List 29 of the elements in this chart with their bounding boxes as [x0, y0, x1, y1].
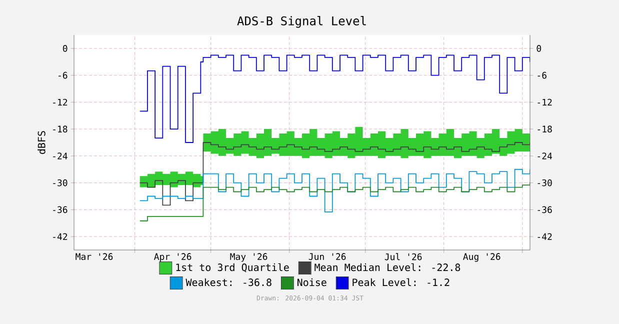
- y-tick-label: -30: [53, 179, 68, 186]
- y2-tick-label: -18: [538, 126, 552, 132]
- y2-tick-label: -42: [538, 233, 552, 240]
- y-tick-label: -12: [53, 98, 68, 106]
- y-tick-label: -6: [58, 72, 68, 79]
- y-axis-title: dBFS: [38, 131, 46, 154]
- chart-title: ADS-B Signal Level: [237, 16, 366, 28]
- y-tick-label: 0: [62, 45, 68, 52]
- legend-label: Mean Median Level: -22.8: [314, 263, 460, 272]
- x-tick-label: Jul '26: [384, 253, 422, 260]
- y2-tick-label: -12: [538, 98, 552, 106]
- x-tick-label: May '26: [230, 253, 268, 262]
- x-tick-label: Aug '26: [463, 253, 500, 262]
- legend-label: Weakest: -36.8: [186, 278, 272, 286]
- x-tick-label: Apr '26: [154, 253, 192, 262]
- y-tick-label: -42: [53, 233, 68, 240]
- y2-tick-label: -24: [538, 152, 552, 160]
- y-tick-label: -18: [53, 126, 68, 132]
- y2-tick-label: -30: [538, 179, 552, 186]
- y-tick-label: -24: [53, 152, 68, 160]
- legend-label: Noise: [298, 278, 326, 286]
- x-tick-label: Mar '26: [76, 253, 113, 260]
- legend-label: Peak Level: -1.2: [352, 278, 450, 286]
- y2-tick-label: -6: [538, 72, 546, 79]
- legend-label: 1st to 3rd Quartile: [176, 263, 289, 272]
- x-tick-label: Jun '26: [308, 253, 346, 260]
- y2-tick-label: 0: [536, 45, 542, 52]
- y2-tick-label: -36: [538, 206, 552, 214]
- y-tick-label: -36: [53, 206, 68, 214]
